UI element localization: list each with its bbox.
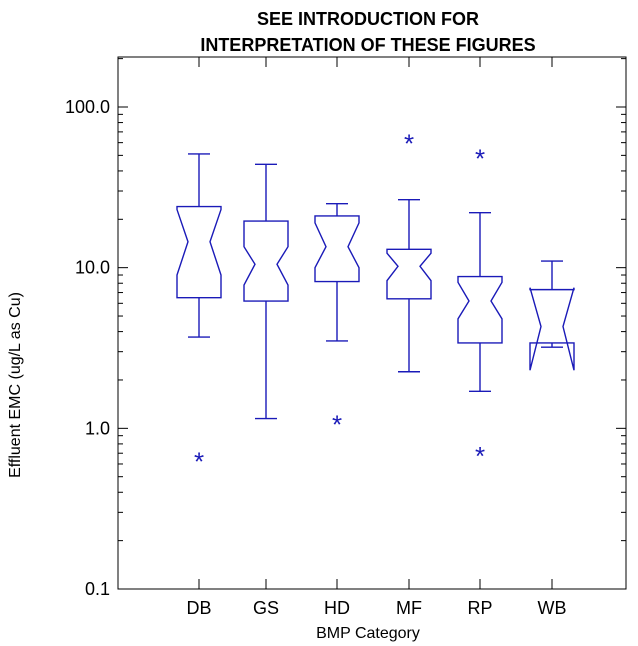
- chart-title-line-2: INTERPRETATION OF THESE FIGURES: [200, 35, 535, 55]
- outlier-point: *: [475, 441, 485, 471]
- x-tick-label: DB: [186, 598, 211, 618]
- box-hd: *: [314, 203, 360, 440]
- box-db: *: [176, 153, 222, 476]
- x-tick-label: MF: [396, 598, 422, 618]
- x-tick-label: GS: [253, 598, 279, 618]
- y-tick-label: 1.0: [85, 418, 110, 438]
- x-tick-label: WB: [538, 598, 567, 618]
- outlier-point: *: [404, 128, 414, 158]
- notched-box: [457, 275, 503, 344]
- outlier-point: *: [475, 143, 485, 173]
- box-gs: [243, 163, 289, 420]
- notched-box: [529, 287, 575, 371]
- box-mf: *: [386, 128, 432, 373]
- y-axis-label: Effluent EMC (ug/L as Cu): [7, 292, 24, 478]
- x-tick-label: HD: [324, 598, 350, 618]
- box-series: *****: [176, 128, 575, 476]
- box-wb: [529, 260, 575, 371]
- x-tick-label: RP: [467, 598, 492, 618]
- plot-frame: [117, 56, 627, 590]
- notched-box: [176, 205, 222, 299]
- notched-box: [243, 220, 289, 302]
- box-rp: **: [457, 143, 503, 471]
- x-axis-label: BMP Category: [316, 625, 420, 642]
- y-tick-label: 10.0: [75, 258, 110, 278]
- y-tick-label: 100.0: [65, 97, 110, 117]
- chart-title-line-1: SEE INTRODUCTION FOR: [257, 9, 479, 29]
- y-axis: 0.1 1.0 10.0 100.0: [65, 58, 626, 599]
- x-axis: DB GS HD MF RP WB: [186, 57, 567, 618]
- outlier-point: *: [332, 410, 342, 440]
- y-tick-label: 0.1: [85, 579, 110, 599]
- notched-box: [386, 248, 432, 300]
- outlier-point: *: [194, 446, 204, 476]
- notched-box: [314, 215, 360, 283]
